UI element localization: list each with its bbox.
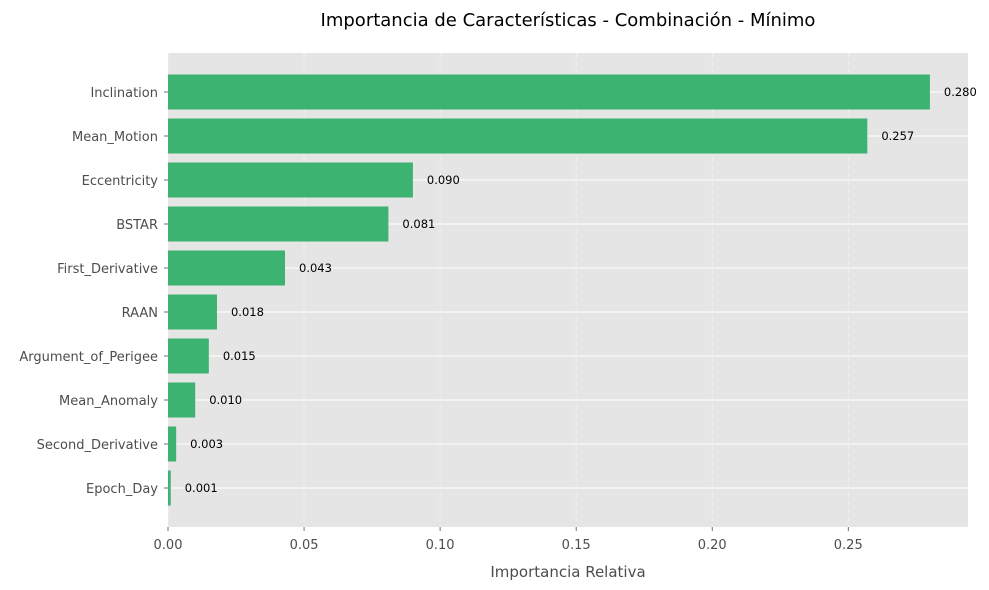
x-tick-label: 0.25 [834,538,863,553]
bar [168,338,209,374]
x-tick-label: 0.05 [290,538,319,553]
y-tick-label: BSTAR [116,218,158,233]
x-ticks: 0.00 0.05 0.10 0.15 0.20 0.25 [154,527,863,553]
x-tick-label: 0.00 [154,538,183,553]
y-tick-label: Argument_of_Perigee [19,350,158,365]
y-tick-label: Mean_Motion [72,130,158,145]
y-tick-label: Eccentricity [82,174,159,189]
bar [168,294,217,330]
y-tick-labels: Inclination Mean_Motion Eccentricity BSTAR F… [19,86,168,497]
y-tick-label: Epoch_Day [86,482,158,497]
value-label: 0.043 [299,261,332,275]
x-tick-label: 0.10 [426,538,455,553]
value-label: 0.015 [223,349,256,363]
y-tick-label: RAAN [122,306,158,321]
value-label: 0.257 [881,129,914,143]
value-label: 0.280 [944,85,977,99]
bars [168,74,930,506]
value-label: 0.003 [190,437,223,451]
bar [168,118,868,154]
bar [168,74,930,110]
bar [168,206,389,242]
bar [168,382,196,418]
value-label: 0.090 [427,173,460,187]
x-tick-label: 0.20 [698,538,727,553]
bar [168,250,286,286]
bar [168,162,413,198]
y-tick-label: Mean_Anomaly [59,394,158,409]
chart-title: Importancia de Características - Combina… [321,10,816,31]
y-tick-label: Inclination [90,86,158,101]
y-tick-label: Second_Derivative [37,438,158,453]
value-labels: 0.280 0.257 0.090 0.081 0.043 0.018 0.015 0.010… [185,85,977,495]
x-tick-label: 0.15 [562,538,591,553]
value-label: 0.001 [185,481,218,495]
value-label: 0.018 [231,305,264,319]
bar [168,426,177,462]
x-axis-label: Importancia Relativa [490,563,645,581]
value-label: 0.081 [402,217,435,231]
value-label: 0.010 [209,393,242,407]
y-tick-label: First_Derivative [57,262,158,277]
bar [168,470,171,506]
